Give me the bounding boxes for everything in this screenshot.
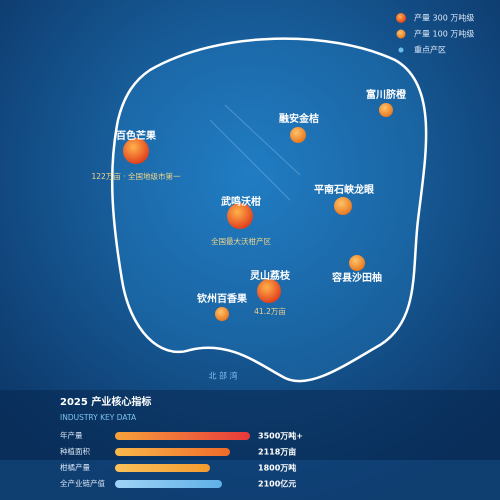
row-label: 柑橘产量 <box>60 462 90 472</box>
legend-label: 重点产区 <box>414 45 446 55</box>
legend-dot <box>396 13 406 23</box>
row-value: 2118万亩 <box>258 447 296 457</box>
place-label: 融安金桔 <box>279 112 319 125</box>
panel-band <box>0 460 500 500</box>
legend-dot <box>396 29 406 39</box>
place-note: 全国最大沃柑产区 <box>211 236 271 246</box>
place-label: 武鸣沃柑 <box>221 195 261 208</box>
place-marker <box>215 307 229 321</box>
place-label: 钦州百香果 <box>197 292 248 305</box>
row-bar <box>115 432 250 440</box>
row-value: 3500万吨+ <box>258 431 303 441</box>
row-bar <box>115 464 210 472</box>
row-label: 全产业链产值 <box>60 478 105 488</box>
place-note: 41.2万亩 <box>254 306 286 316</box>
row-bar <box>115 480 222 488</box>
place-marker <box>379 103 393 117</box>
panel <box>0 390 500 500</box>
panel-subtitle: INDUSTRY KEY DATA <box>60 413 137 422</box>
place-marker <box>123 138 149 164</box>
place-marker <box>334 197 352 215</box>
place-marker <box>227 203 253 229</box>
place-label: 百色芒果 <box>116 129 157 142</box>
region-outline <box>110 37 428 383</box>
legend-label: 产量 300 万吨级 <box>414 13 474 23</box>
place-label: 富川脐橙 <box>366 88 407 101</box>
row-value: 2100亿元 <box>258 479 296 489</box>
place-label: 平南石峡龙眼 <box>314 183 374 196</box>
place-marker <box>257 279 281 303</box>
sea-label: 北 部 湾 <box>208 371 237 381</box>
row-label: 年产量 <box>60 430 83 440</box>
row-label: 种植面积 <box>60 446 90 456</box>
place-label: 灵山荔枝 <box>250 269 291 282</box>
legend-dot <box>398 47 404 53</box>
river <box>209 104 301 201</box>
place-marker <box>290 127 306 143</box>
legend-label: 产量 100 万吨级 <box>414 29 474 39</box>
place-note: 122万亩 · 全国地级市第一 <box>92 171 181 181</box>
row-value: 1800万吨 <box>258 463 296 473</box>
row-bar <box>115 448 230 456</box>
place-label: 容县沙田柚 <box>331 271 382 284</box>
place-marker <box>349 255 365 271</box>
panel-title: 2025 产业核心指标 <box>60 395 151 408</box>
